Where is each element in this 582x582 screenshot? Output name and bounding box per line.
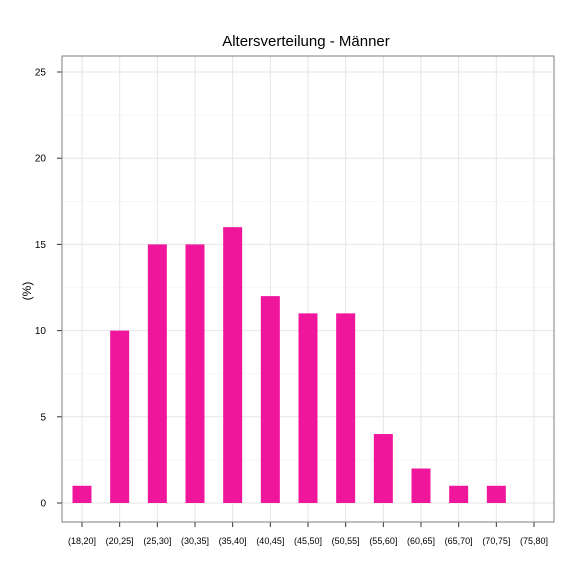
x-tick-label: (65,70] [445, 536, 473, 546]
x-tick-label: (40,45] [256, 536, 284, 546]
bar-(60,65] [411, 468, 431, 503]
bars [72, 227, 506, 503]
x-tick-label: (45,50] [294, 536, 322, 546]
bar-(55,60] [373, 434, 393, 503]
x-tick-label: (30,35] [181, 536, 209, 546]
bar-(70,75] [486, 485, 506, 503]
y-axis: 0 5 10 15 20 25 [35, 68, 62, 510]
y-tick-label: 25 [35, 68, 47, 79]
y-axis-label: (%) [20, 282, 34, 301]
x-tick-label: (70,75] [482, 536, 510, 546]
x-tick-label: (50,55] [332, 536, 360, 546]
y-tick-label: 15 [35, 240, 47, 251]
bar-(25,30] [147, 244, 167, 503]
panel-border [61, 55, 555, 523]
x-tick-label: (55,60] [369, 536, 397, 546]
x-tick-label: (25,30] [143, 536, 171, 546]
bar-(18,20] [72, 485, 92, 503]
x-tick-label: (60,65] [407, 536, 435, 546]
x-axis: (18,20] (20,25] (25,30] (30,35] (35,40] (40,4… [68, 522, 548, 546]
y-tick-label: 0 [40, 499, 46, 510]
chart-title: Altersverteilung - Männer [222, 33, 390, 50]
bar-(65,70] [449, 485, 469, 503]
x-tick-label: (75,80] [520, 536, 548, 546]
bar-(45,50] [298, 313, 318, 503]
x-tick-label: (20,25] [106, 536, 134, 546]
y-tick-label: 20 [35, 154, 47, 165]
bar-(50,55] [336, 313, 356, 503]
x-tick-label: (18,20] [68, 536, 96, 546]
x-tick-label: (35,40] [219, 536, 247, 546]
bar-(40,45] [260, 296, 280, 503]
y-tick-label: 10 [35, 326, 47, 337]
bar-(30,35] [185, 244, 205, 503]
y-tick-label: 5 [40, 412, 46, 423]
bar-(20,25] [110, 330, 130, 503]
bar-(35,40] [223, 227, 243, 503]
